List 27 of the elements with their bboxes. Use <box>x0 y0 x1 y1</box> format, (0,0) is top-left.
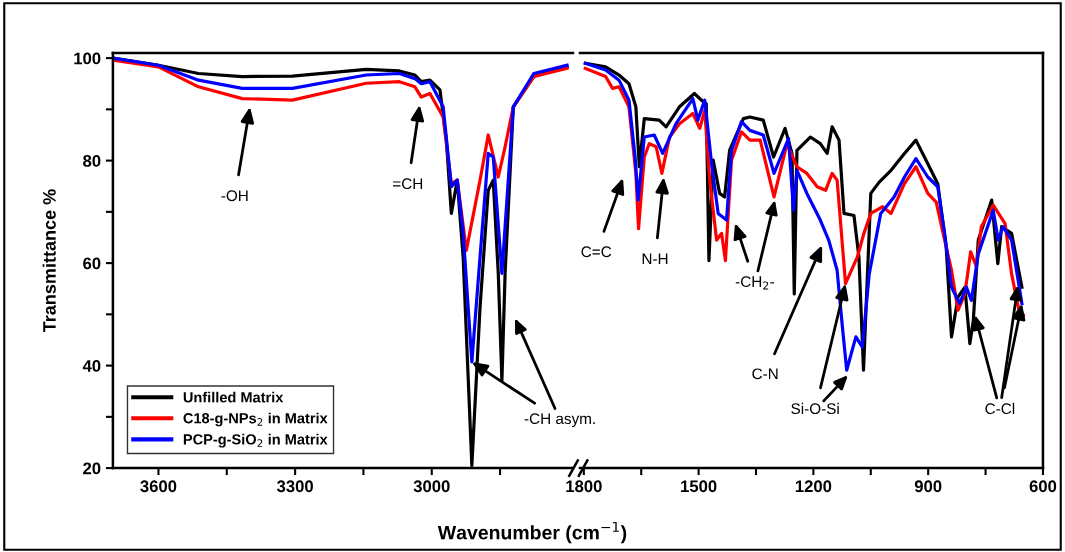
annotation: N-H <box>642 253 668 265</box>
y-tick-label: 60 <box>83 257 101 270</box>
annotation: -CH asym. <box>524 413 595 428</box>
x-tick-label: 1200 <box>795 480 832 493</box>
x-tick-label: 900 <box>914 480 942 493</box>
legend-label: Unfilled Matrix <box>183 391 284 403</box>
y-tick-label: 20 <box>83 462 101 475</box>
annotation: -OH <box>221 190 248 202</box>
x-tick-label: 3000 <box>413 480 450 493</box>
annotation: -CH$_{2}$- <box>735 276 775 290</box>
x-tick-label: 1500 <box>681 480 717 493</box>
annotation: =CH <box>393 178 423 190</box>
y-axis-title: Transmittance % <box>42 189 56 333</box>
y-tick-label: 80 <box>83 155 101 167</box>
x-tick-label: 3600 <box>140 480 177 493</box>
x-axis-title: Wavenumber (cm$^{−1}$) <box>437 521 627 544</box>
annotation: Si-O-Si <box>791 402 839 415</box>
x-tick-label: 600 <box>1029 480 1057 493</box>
legend-label: PCP-g-SiO$_{2}$ in Matrix <box>183 433 328 448</box>
legend-label: C18-g-NPs$_{2}$ in Matrix <box>183 412 328 427</box>
x-tick-label: 3300 <box>276 480 313 493</box>
annotation: C-N <box>752 368 778 380</box>
y-tick-label: 100 <box>74 52 101 65</box>
annotation: C-Cl <box>985 402 1015 415</box>
y-tick-label: 40 <box>82 360 101 372</box>
x-tick-label: 1800 <box>566 480 602 493</box>
annotation: C=C <box>581 246 612 258</box>
